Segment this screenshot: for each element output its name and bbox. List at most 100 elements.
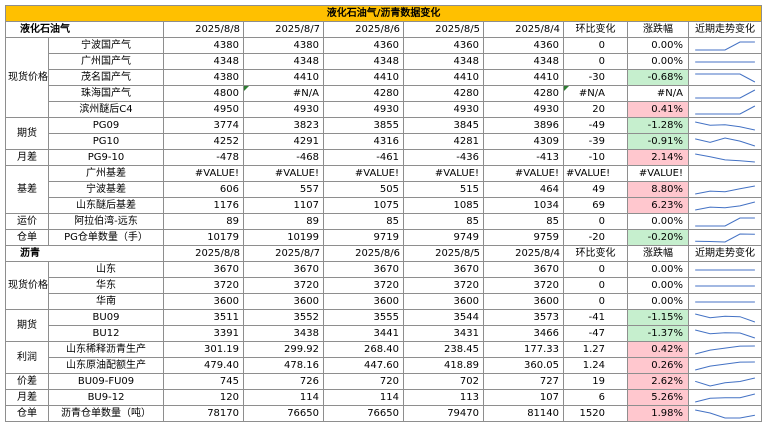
value-cell: 4252 (163, 133, 244, 150)
lpg-header-row: 液化石油气 2025/8/8 2025/8/7 2025/8/6 2025/8/5 202… (5, 21, 763, 38)
value-cell: 4410 (243, 69, 324, 86)
trend-line (695, 105, 756, 114)
value-cell: 479.40 (163, 357, 244, 374)
value-cell: -461 (323, 149, 404, 166)
trend-line (695, 185, 755, 194)
pct-cell: -0.20% (627, 229, 689, 246)
value-cell: 3720 (483, 277, 564, 294)
value-cell: 3720 (323, 277, 404, 294)
lpg-section-name: 液化石油气 (5, 21, 164, 38)
value-cell: 4360 (323, 37, 404, 54)
date-header: 2025/8/8 (163, 245, 244, 262)
table-row: 现货价格 山东 3670 3670 3670 3670 3670 0 0.00% (5, 261, 763, 310)
value-cell: 9749 (403, 229, 484, 246)
pct-cell: 2.62% (627, 373, 689, 390)
value-cell: 4380 (163, 69, 244, 86)
table-row: 仓单 PG仓单数量（手） 10179 10199 9719 9749 9759 -20 -0.2… (5, 229, 763, 246)
date-header: 2025/8/6 (323, 245, 404, 262)
trend-sparkline (695, 105, 756, 114)
row-category: 价差 (5, 373, 49, 390)
date-header: 2025/8/5 (403, 21, 484, 38)
change-cell: 1520 (563, 405, 628, 422)
row-category: 基差 (5, 165, 49, 214)
date-header: 2025/8/7 (243, 21, 324, 38)
value-cell: -468 (243, 149, 324, 166)
trend-cell (687, 53, 763, 70)
value-cell: 177.33 (483, 341, 564, 358)
trend-cell (687, 325, 763, 342)
trend-cell (687, 309, 763, 326)
date-header: 2025/8/7 (243, 245, 324, 262)
table-row: 基差 广州基差 #VALUE! #VALUE! #VALUE! #VALUE! #VALUE… (5, 165, 763, 214)
table-row: PG10 4252 4291 4316 4281 4309 -39 -0.91% (6, 133, 763, 150)
sheet-title: 液化石油气/沥青数据变化 (4, 5, 763, 22)
value-cell: 727 (483, 373, 564, 390)
trend-cell (687, 373, 763, 390)
data-table: 液化石油气/沥青数据变化 液化石油气 2025/8/8 2025/8/7 2025/8… (4, 5, 763, 422)
value-cell: 113 (403, 389, 484, 406)
trend-cell (687, 197, 763, 214)
trend-sparkline (695, 217, 755, 226)
value-cell: 3670 (163, 261, 244, 278)
value-cell: 3823 (243, 117, 324, 134)
change-cell: 0 (563, 213, 628, 230)
pct-cell: 8.80% (627, 181, 689, 198)
pct-cell: 0.26% (627, 357, 689, 374)
value-cell: -478 (163, 149, 244, 166)
pct-cell: -1.15% (627, 309, 689, 326)
row-label: 华东 (48, 277, 164, 294)
trend-line (695, 41, 755, 50)
asphalt-header-row: 沥青 2025/8/8 2025/8/7 2025/8/6 2025/8/5 2025/8… (5, 245, 763, 262)
pct-cell: 0.42% (627, 341, 689, 358)
pct-cell: 0.41% (627, 101, 689, 118)
table-row: 广州国产气 4348 4348 4348 4348 4348 0 0.00% (6, 53, 763, 70)
pct-cell: -0.68% (627, 69, 689, 86)
change-cell: -47 (563, 325, 628, 342)
trend-line (695, 121, 755, 130)
table-row: 利润 山东稀释沥青生产 301.19 299.92 268.40 238.45 177.33… (5, 341, 763, 374)
value-cell: 4281 (403, 133, 484, 150)
trend-sparkline (695, 393, 756, 402)
value-cell: 10199 (243, 229, 324, 246)
row-label: 广州基差 (48, 165, 164, 182)
trend-line (695, 136, 756, 146)
trend-sparkline (695, 409, 755, 418)
value-cell: 3896 (483, 117, 564, 134)
trend-cell (687, 149, 763, 166)
trend-sparkline (695, 121, 755, 130)
trend-sparkline (695, 89, 756, 98)
value-cell: 1176 (163, 197, 244, 214)
value-cell: 120 (163, 389, 244, 406)
trend-sparkline (695, 313, 756, 322)
table-row: 山东原油配额生产 479.40 478.16 447.60 418.89 360.05 1.… (6, 357, 763, 374)
pct-cell: 0.00% (627, 213, 689, 230)
row-label: 宁波国产气 (48, 37, 164, 54)
date-header: 2025/8/8 (163, 21, 244, 38)
trend-sparkline (695, 377, 756, 387)
trend-sparkline (695, 61, 755, 62)
row-label: BU09 (48, 309, 164, 326)
trend-cell (687, 181, 763, 198)
change-cell: 6 (563, 389, 628, 406)
value-cell: 3670 (483, 261, 564, 278)
trend-sparkline (695, 153, 755, 162)
table-row: BU12 3391 3438 3441 3431 3466 -47 -1.37% (6, 325, 763, 342)
value-cell: 114 (243, 389, 324, 406)
change-cell: #VALUE! (563, 165, 628, 182)
value-cell: 3670 (243, 261, 324, 278)
row-label: 广州国产气 (48, 53, 164, 70)
value-cell: #VALUE! (403, 165, 484, 182)
trend-cell (687, 133, 763, 150)
trend-sparkline (695, 73, 756, 82)
row-label: 山东稀释沥青生产 (48, 341, 164, 358)
change-cell: 49 (563, 181, 628, 198)
value-cell: 4950 (163, 101, 244, 118)
value-cell: 3720 (403, 277, 484, 294)
value-cell: 447.60 (323, 357, 404, 374)
table-row: 山东醚后基差 1176 1107 1075 1085 1034 69 6.23% (6, 197, 763, 214)
value-cell: 1107 (243, 197, 324, 214)
value-cell: 1034 (483, 197, 564, 214)
table-row: 价差 BU09-FU09 745 726 720 702 727 19 2.62% (5, 373, 763, 390)
pct-cell: #VALUE! (627, 165, 689, 182)
row-category: 月差 (5, 149, 49, 166)
